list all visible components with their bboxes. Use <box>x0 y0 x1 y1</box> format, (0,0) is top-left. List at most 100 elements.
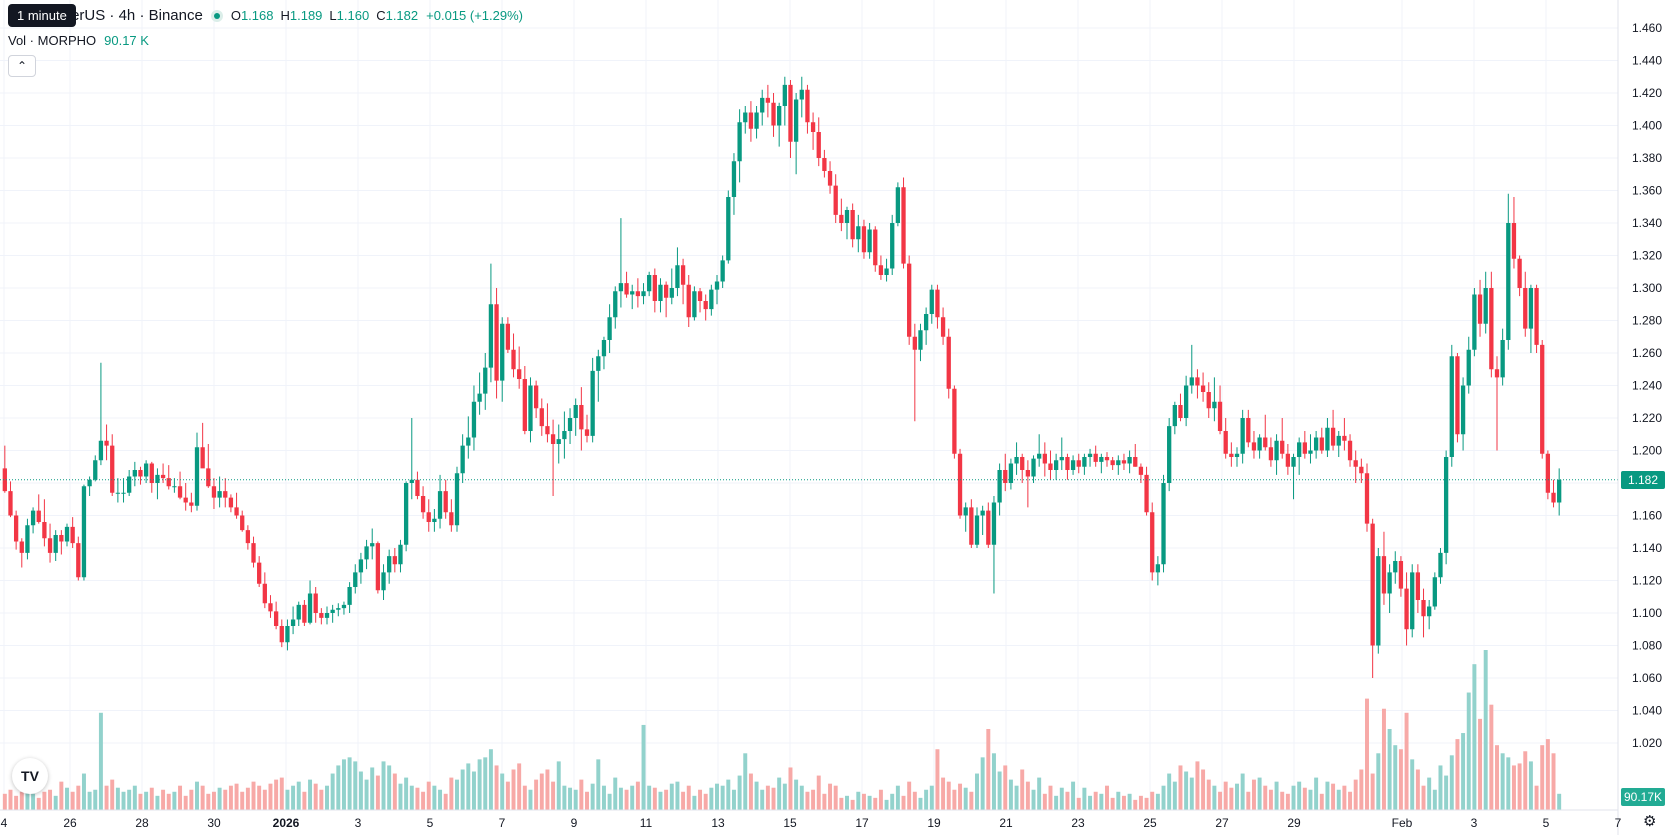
volume-bar <box>325 785 329 810</box>
close-label: C <box>376 8 386 23</box>
volume-bar <box>1110 797 1115 810</box>
volume-bar <box>494 765 499 810</box>
volume-bar <box>839 797 844 810</box>
volume-bar <box>245 787 250 810</box>
candle-body <box>138 470 143 477</box>
volume-bar <box>421 791 426 810</box>
candle-body <box>1353 460 1358 467</box>
candle-body <box>556 439 561 444</box>
candle-body <box>87 479 92 487</box>
volume-bar <box>681 791 686 810</box>
time-tick-label: 7 <box>499 816 506 830</box>
candle-body <box>641 291 646 297</box>
volume-bar <box>952 789 957 810</box>
volume-bar <box>466 763 471 810</box>
volume-bar <box>1059 787 1064 810</box>
volume-bar <box>262 789 267 810</box>
volume-bar <box>1172 781 1177 810</box>
candle-body <box>918 330 923 350</box>
candle-body <box>771 102 776 126</box>
volume-bar <box>901 795 906 810</box>
price-tick-label: 1.080 <box>1632 639 1662 653</box>
volume-bar <box>1025 781 1030 810</box>
volume-label[interactable]: Vol · MORPHO <box>8 33 97 48</box>
candle-body <box>98 440 104 461</box>
candle-body <box>1150 512 1155 573</box>
volume-bar <box>375 775 380 810</box>
time-tick-label: 13 <box>711 816 725 830</box>
volume-bar <box>353 761 358 810</box>
candle-body <box>1460 385 1466 435</box>
candle-body <box>788 84 793 142</box>
candle-body <box>1528 288 1534 329</box>
candle-body <box>1398 561 1404 589</box>
volume-bar <box>1517 763 1522 810</box>
volume-bar <box>1319 793 1324 810</box>
volume-bar <box>14 795 19 810</box>
candle-body <box>517 369 522 379</box>
candle-body <box>392 556 397 565</box>
price-tick-label: 1.320 <box>1632 249 1662 263</box>
candle-body <box>47 538 53 553</box>
candle-body <box>1172 405 1177 427</box>
volume-bar <box>1014 785 1019 810</box>
volume-bar <box>1138 795 1143 810</box>
candle-body <box>760 97 765 113</box>
volume-bar <box>856 791 861 810</box>
candle-body <box>1195 377 1200 386</box>
price-tick-label: 1.420 <box>1632 86 1662 100</box>
volume-bar <box>1235 783 1239 810</box>
candle-body <box>76 543 81 578</box>
volume-bar <box>398 783 403 810</box>
time-tick-label: 2026 <box>273 816 300 830</box>
candle-body <box>1280 440 1285 454</box>
candle-body <box>370 543 375 547</box>
settings-gear-icon[interactable]: ⚙ <box>1643 813 1657 830</box>
volume-bar <box>975 773 979 810</box>
volume-bar <box>1404 712 1409 810</box>
volume-bar <box>1076 797 1081 810</box>
candle-body <box>1285 453 1291 467</box>
candle-body <box>115 492 121 494</box>
volume-bar <box>624 789 629 810</box>
candle-body <box>336 608 341 610</box>
volume-bar <box>1218 791 1223 810</box>
volume-bar <box>652 787 657 810</box>
volume-bar <box>1489 704 1494 810</box>
candle-body <box>183 497 188 503</box>
candle-body <box>895 187 901 223</box>
volume-bar <box>850 799 855 810</box>
candle-body <box>1415 572 1421 600</box>
time-tick-label: 15 <box>783 816 797 830</box>
candle-body <box>1336 435 1341 446</box>
volume-bar <box>590 783 595 810</box>
volume-bar <box>1308 789 1313 810</box>
candle-body <box>268 603 273 612</box>
candle-body <box>437 491 443 519</box>
candle-body <box>1048 463 1053 470</box>
volume-bar <box>488 749 493 810</box>
collapse-legend-button[interactable]: ⌃ <box>8 55 36 77</box>
market-status-icon[interactable] <box>210 9 223 22</box>
candle-body <box>1551 492 1556 503</box>
candle-body <box>550 434 556 444</box>
candle-body <box>1082 457 1087 467</box>
candle-body <box>1500 340 1505 378</box>
tradingview-logo-icon[interactable]: TV <box>12 758 48 794</box>
volume-bar <box>1246 791 1251 810</box>
candle-body <box>70 526 75 544</box>
volume-bar <box>257 785 262 810</box>
volume-bar <box>1008 779 1013 810</box>
time-tick-label: 19 <box>927 816 941 830</box>
candle-body <box>1189 377 1194 386</box>
price-tick-label: 1.120 <box>1632 574 1662 588</box>
volume-bar <box>358 771 363 810</box>
candle-body <box>839 214 844 223</box>
price-tick-label: 1.100 <box>1632 606 1662 620</box>
volume-bar <box>873 797 878 810</box>
volume-bar <box>200 785 205 810</box>
candle-body <box>64 526 70 542</box>
candle-body <box>940 317 946 337</box>
candle-body <box>432 518 437 522</box>
